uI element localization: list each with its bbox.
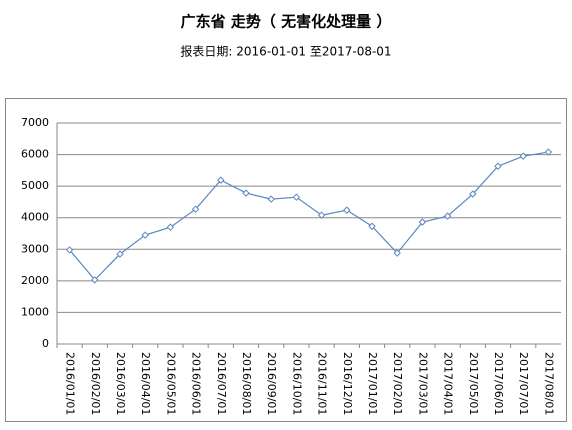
- line: [69, 151, 549, 281]
- x-tick-label: 2016/07/01: [215, 352, 228, 415]
- x-tick-label: 2017/03/01: [416, 352, 429, 415]
- marker: [267, 195, 275, 203]
- x-tick-label: 2017/06/01: [492, 352, 505, 415]
- chart-frame: [5, 98, 567, 422]
- x-tick-label: 2017/04/01: [442, 352, 455, 415]
- x-tick-label: 2016/12/01: [341, 352, 354, 415]
- marker: [65, 246, 74, 254]
- y-tick-label: 6000: [21, 148, 49, 161]
- marker: [544, 148, 553, 156]
- marker: [418, 218, 427, 226]
- marker: [242, 189, 250, 197]
- x-tick-label: 2016/03/01: [114, 352, 127, 415]
- x-tick-label: 2016/05/01: [164, 352, 177, 415]
- chart-title: 广东省 走势（ 无害化处理量 ）: [181, 13, 392, 31]
- marker: [166, 223, 175, 231]
- marker: [443, 212, 452, 220]
- marker: [116, 250, 124, 258]
- y-tick-label: 2000: [21, 274, 49, 287]
- marker: [91, 276, 99, 284]
- x-tick-label: 2016/01/01: [64, 352, 77, 415]
- chart-subtitle: 报表日期: 2016-01-01 至2017-08-01: [180, 44, 391, 59]
- x-tick-label: 2016/04/01: [139, 352, 152, 415]
- x-tick-label: 2016/10/01: [290, 352, 303, 415]
- y-tick-label: 5000: [21, 179, 49, 192]
- y-tick-label: 7000: [21, 116, 49, 129]
- x-tick-label: 2016/11/01: [316, 352, 329, 415]
- marker: [141, 231, 149, 239]
- x-tick-label: 2016/02/01: [89, 352, 102, 415]
- marker: [469, 190, 477, 198]
- marker: [519, 152, 527, 160]
- x-tick-label: 2017/01/01: [366, 352, 379, 415]
- x-tick-label: 2016/06/01: [190, 352, 203, 415]
- marker: [217, 176, 225, 184]
- x-tick-label: 2016/08/01: [240, 352, 253, 415]
- marker: [191, 205, 200, 213]
- x-tick-label: 2017/05/01: [467, 352, 480, 415]
- y-tick-label: 3000: [21, 242, 49, 255]
- marker: [292, 193, 301, 201]
- x-tick-label: 2017/08/01: [542, 352, 555, 415]
- marker: [494, 162, 502, 170]
- marker: [368, 222, 376, 230]
- x-tick-label: 2017/07/01: [517, 352, 530, 415]
- x-tick-label: 2016/09/01: [265, 352, 278, 415]
- y-tick-label: 4000: [21, 211, 49, 224]
- y-tick-label: 1000: [21, 305, 49, 318]
- marker: [317, 211, 326, 219]
- marker: [343, 206, 351, 214]
- x-tick-label: 2017/02/01: [391, 352, 404, 415]
- marker: [393, 249, 401, 257]
- y-tick-label: 0: [42, 337, 49, 350]
